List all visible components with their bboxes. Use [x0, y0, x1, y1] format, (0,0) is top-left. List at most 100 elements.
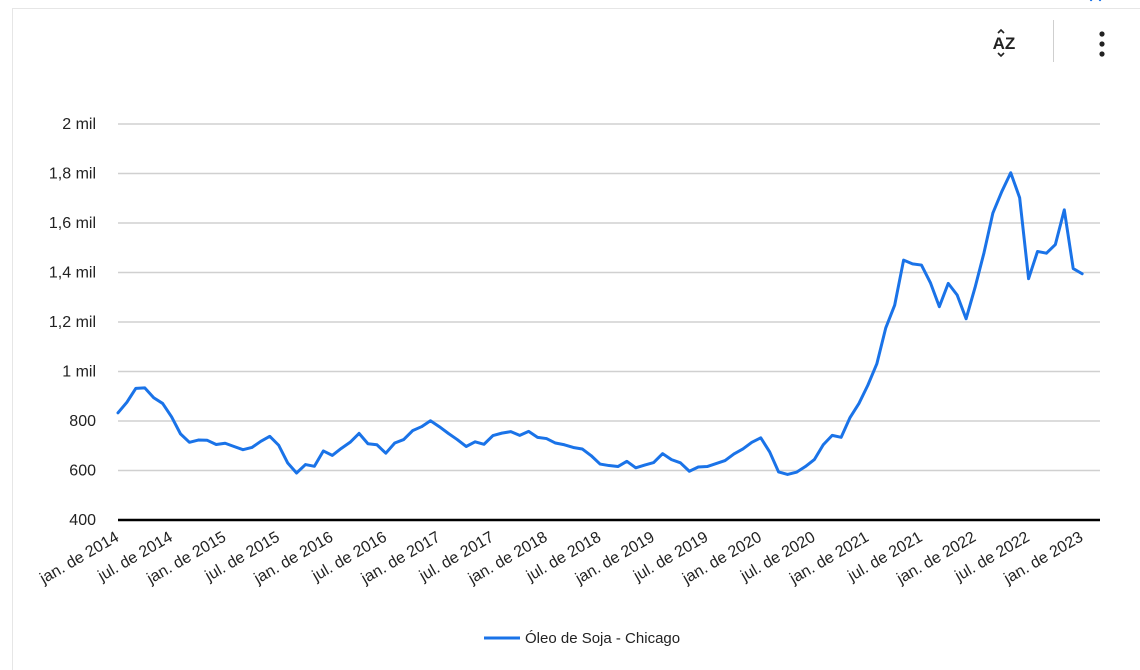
data-point: [839, 436, 843, 439]
data-point: [634, 466, 637, 469]
data-point: [313, 465, 316, 468]
more-options-button[interactable]: [1088, 24, 1116, 64]
data-point: [795, 471, 798, 474]
data-point: [973, 286, 977, 289]
data-point: [1063, 208, 1066, 212]
sort-button[interactable]: AZ: [984, 24, 1024, 64]
data-point: [723, 459, 727, 462]
data-point: [813, 458, 816, 461]
data-point: [947, 282, 950, 285]
data-point: [384, 451, 388, 455]
data-point: [688, 470, 691, 473]
data-point: [393, 441, 396, 445]
data-point: [527, 430, 530, 433]
data-point: [277, 444, 280, 447]
data-point: [420, 425, 423, 428]
data-point: [893, 303, 896, 307]
data-point: [366, 442, 370, 445]
data-point: [563, 443, 566, 446]
data-point: [286, 461, 289, 465]
data-point: [697, 465, 700, 469]
data-point: [518, 434, 521, 437]
data-point: [804, 465, 807, 468]
data-point: [375, 443, 379, 446]
data-point: [197, 438, 200, 442]
data-point: [473, 440, 477, 443]
data-point: [679, 461, 682, 465]
data-point: [491, 434, 495, 437]
y-tick-label: 1,2 mil: [49, 314, 96, 331]
y-tick-label: 2 mil: [62, 116, 96, 133]
data-point: [331, 454, 334, 457]
more-vert-icon: [1099, 31, 1105, 57]
data-point: [875, 362, 879, 366]
data-point: [848, 416, 852, 419]
data-point: [429, 419, 432, 422]
data-point: [170, 415, 173, 418]
y-tick-label: 600: [69, 463, 96, 480]
data-point: [536, 436, 539, 439]
data-point: [1009, 171, 1012, 174]
data-point: [964, 317, 968, 320]
data-point: [215, 443, 218, 446]
data-point: [1080, 272, 1084, 275]
data-point: [152, 396, 155, 399]
data-point: [545, 437, 548, 440]
data-point: [670, 458, 673, 461]
y-tick-label: 1,6 mil: [49, 215, 96, 232]
data-point: [982, 251, 986, 255]
data-point: [304, 463, 307, 466]
data-point: [464, 445, 468, 448]
y-tick-label: 1,8 mil: [49, 166, 96, 183]
data-point: [911, 262, 914, 266]
series-line: [116, 171, 1084, 476]
sort-az-label: AZ: [993, 34, 1016, 53]
data-point: [884, 326, 887, 330]
data-point: [1045, 251, 1048, 255]
data-point: [732, 452, 736, 456]
data-point: [161, 402, 164, 405]
data-point: [116, 411, 120, 415]
data-point: [1054, 243, 1057, 246]
data-point: [322, 449, 325, 453]
data-point: [589, 454, 593, 457]
data-point: [125, 400, 129, 404]
data-point: [759, 436, 762, 440]
data-point: [411, 429, 414, 432]
data-point: [1098, 0, 1102, 2]
data-point: [232, 445, 236, 448]
data-point: [902, 258, 905, 262]
data-point: [598, 462, 602, 466]
data-point: [955, 293, 959, 297]
y-tick-label: 400: [69, 512, 96, 529]
data-point: [1027, 277, 1030, 280]
data-point: [750, 441, 754, 444]
data-point: [938, 305, 941, 308]
data-point: [616, 465, 620, 468]
toolbar-divider: [1053, 20, 1054, 62]
data-point: [643, 463, 646, 467]
data-point: [1089, 0, 1093, 2]
data-point: [777, 470, 780, 474]
data-point: [572, 446, 575, 449]
data-point: [438, 425, 441, 428]
data-point: [357, 432, 361, 435]
y-tick-label: 800: [69, 413, 96, 430]
data-point: [295, 471, 298, 475]
y-tick-label: 1,4 mil: [49, 265, 96, 282]
data-point: [786, 473, 789, 476]
data-point: [206, 439, 209, 442]
data-point: [706, 465, 709, 468]
chart-card: [12, 8, 1140, 670]
data-point: [768, 450, 771, 454]
data-point: [259, 440, 263, 443]
data-point: [661, 452, 664, 455]
data-point: [607, 464, 611, 467]
data-point: [554, 441, 557, 445]
data-point: [652, 461, 655, 464]
data-point: [830, 434, 834, 437]
data-point: [920, 263, 923, 267]
data-point: [241, 448, 245, 451]
data-point: [1036, 250, 1039, 253]
